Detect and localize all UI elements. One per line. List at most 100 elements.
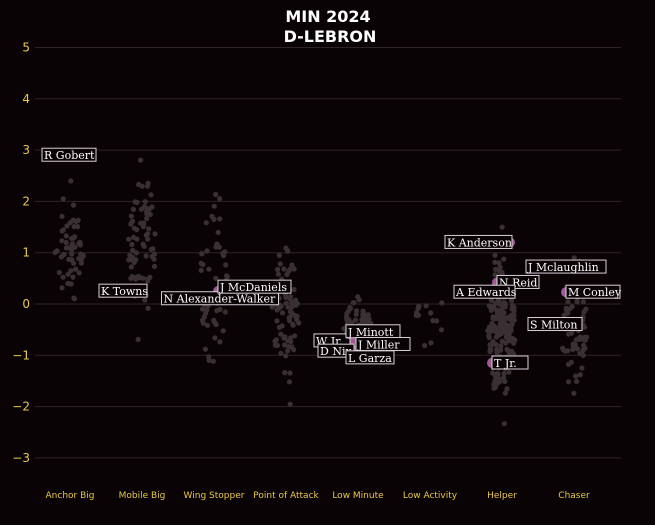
background-point (288, 338, 294, 345)
background-point (70, 274, 76, 280)
background-point (128, 213, 134, 219)
background-point (130, 247, 136, 253)
player-label-box (41, 147, 97, 162)
x-tick-chaser: Chaser (558, 491, 590, 501)
player-label-text: J Miller (357, 338, 400, 351)
background-point (199, 251, 205, 257)
background-point (501, 256, 507, 262)
background-point (149, 204, 155, 210)
background-point (510, 340, 517, 346)
player-label-text: J McDaniels (219, 281, 287, 294)
background-point (492, 259, 498, 265)
background-point (501, 370, 507, 377)
background-point (579, 365, 585, 371)
background-point (141, 243, 147, 249)
background-point (580, 299, 587, 305)
background-point (217, 339, 223, 345)
background-point (144, 215, 150, 222)
x-tick-point-of-attack: Point of Attack (253, 491, 319, 501)
background-point (126, 236, 132, 242)
background-point (581, 337, 587, 343)
background-point (134, 199, 140, 205)
background-point (217, 196, 223, 202)
player-label-text: K Towns (101, 285, 148, 298)
background-point (573, 373, 579, 379)
background-point (281, 266, 287, 272)
background-point (486, 334, 492, 340)
background-point (149, 253, 155, 260)
background-point (287, 309, 293, 315)
player-label-box (98, 283, 148, 298)
background-point (282, 370, 288, 376)
background-point (210, 358, 216, 364)
background-point (200, 320, 206, 326)
y-tick-label: −2 (12, 400, 30, 414)
background-point (363, 319, 369, 325)
background-point (138, 206, 145, 212)
x-tick-low-activity: Low Activity (403, 491, 458, 501)
background-point (491, 385, 497, 391)
player-label-text: N Alexander-Walker (164, 293, 276, 306)
player-label-box (345, 350, 395, 365)
background-point (129, 241, 135, 248)
background-point (285, 248, 291, 254)
background-point (511, 312, 517, 318)
background-point (571, 255, 577, 261)
background-point (63, 239, 69, 246)
background-point (291, 286, 297, 293)
x-axis: Anchor Big Mobile Big Wing Stopper Point of… (46, 491, 590, 501)
background-point (574, 378, 580, 384)
background-point (269, 304, 275, 310)
y-tick-label: 3 (22, 143, 30, 157)
background-point (492, 266, 499, 272)
background-point (128, 264, 134, 270)
y-tick-label: 4 (22, 92, 30, 106)
background-point (138, 157, 144, 163)
player-label-box (217, 279, 292, 294)
player-label-d-nix: D Nix (317, 343, 355, 358)
background-point (65, 280, 71, 287)
background-point (76, 270, 82, 276)
background-point (204, 322, 210, 328)
background-point (221, 253, 227, 259)
background-point (283, 353, 289, 359)
background-point (511, 316, 517, 322)
player-label-k-anderson: K Anderson (444, 234, 513, 249)
background-point (565, 299, 571, 305)
background-point (282, 342, 288, 348)
background-point (70, 202, 77, 208)
background-point (142, 199, 148, 205)
background-point (565, 361, 572, 367)
background-point (65, 271, 71, 277)
background-point (576, 336, 582, 342)
grid-layer (35, 47, 621, 459)
background-point (360, 316, 366, 322)
background-point (272, 342, 278, 348)
background-point (569, 304, 575, 310)
background-point (504, 346, 510, 352)
player-label-text: S Milton (530, 319, 577, 332)
background-point (60, 196, 66, 202)
background-point (291, 266, 297, 272)
background-point (203, 220, 209, 226)
background-point (495, 379, 501, 385)
background-point (138, 220, 144, 226)
background-point (211, 317, 217, 323)
background-point (131, 259, 137, 265)
background-point (276, 252, 282, 258)
background-point (72, 234, 78, 240)
background-point (275, 266, 281, 273)
player-label-box (525, 259, 607, 274)
background-point (568, 330, 575, 336)
background-point (287, 401, 293, 407)
background-point (286, 317, 293, 324)
background-point (492, 316, 498, 322)
background-point (564, 308, 570, 314)
background-point (494, 346, 500, 352)
background-point (222, 309, 228, 315)
background-point (126, 257, 132, 263)
background-point (60, 274, 66, 280)
background-point (144, 183, 151, 189)
background-point (204, 307, 210, 313)
